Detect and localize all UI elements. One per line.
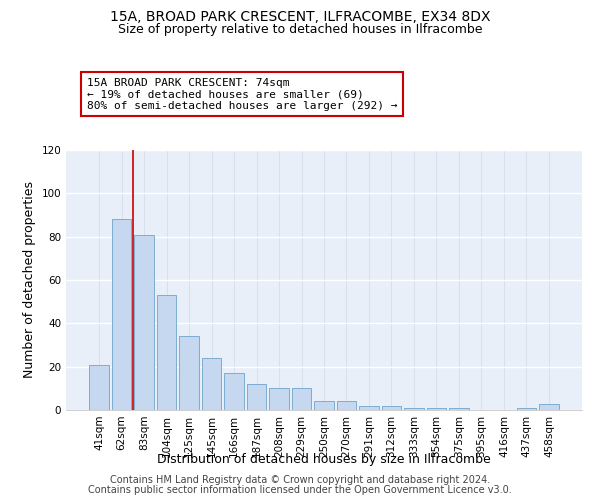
Bar [404, 408, 424, 410]
Bar [314, 402, 334, 410]
Bar [539, 404, 559, 410]
Bar [112, 220, 131, 410]
Bar [134, 234, 154, 410]
Text: 15A BROAD PARK CRESCENT: 74sqm
← 19% of detached houses are smaller (69)
80% of : 15A BROAD PARK CRESCENT: 74sqm ← 19% of … [87, 78, 398, 110]
Bar [382, 406, 401, 410]
Text: Distribution of detached houses by size in Ilfracombe: Distribution of detached houses by size … [157, 452, 491, 466]
Bar [89, 364, 109, 410]
Bar [247, 384, 266, 410]
Text: 15A, BROAD PARK CRESCENT, ILFRACOMBE, EX34 8DX: 15A, BROAD PARK CRESCENT, ILFRACOMBE, EX… [110, 10, 490, 24]
Bar [427, 408, 446, 410]
Text: Size of property relative to detached houses in Ilfracombe: Size of property relative to detached ho… [118, 22, 482, 36]
Bar [202, 358, 221, 410]
Text: Contains public sector information licensed under the Open Government Licence v3: Contains public sector information licen… [88, 485, 512, 495]
Text: Contains HM Land Registry data © Crown copyright and database right 2024.: Contains HM Land Registry data © Crown c… [110, 475, 490, 485]
Bar [157, 295, 176, 410]
Bar [449, 408, 469, 410]
Bar [292, 388, 311, 410]
Bar [269, 388, 289, 410]
Bar [359, 406, 379, 410]
Bar [517, 408, 536, 410]
Bar [179, 336, 199, 410]
Bar [224, 373, 244, 410]
Bar [337, 402, 356, 410]
Y-axis label: Number of detached properties: Number of detached properties [23, 182, 36, 378]
